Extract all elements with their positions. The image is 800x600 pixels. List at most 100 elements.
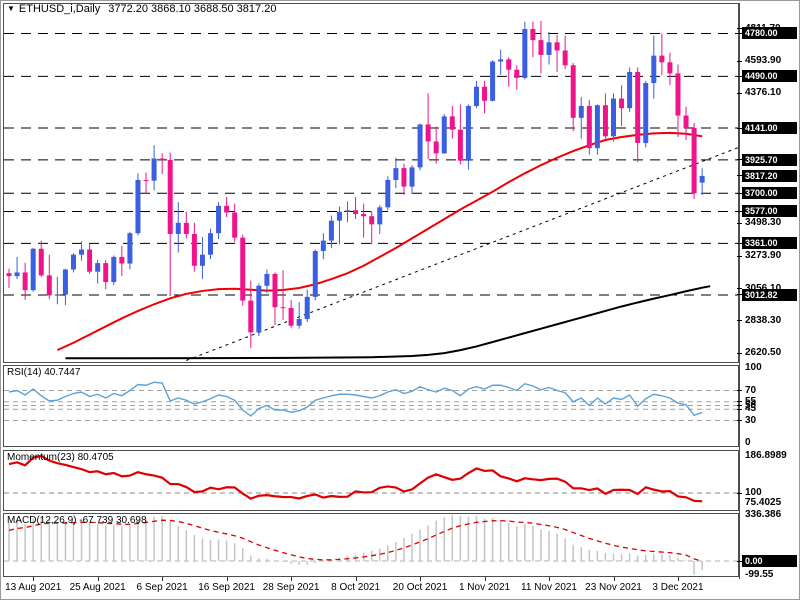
candle-body-up [441,116,447,154]
price-level-label: 3577.00 [742,205,797,218]
price-axis-line [739,3,740,579]
candle-body-down [401,168,407,187]
price-axis-tick-mark [737,242,742,244]
time-axis[interactable]: 13 Aug 2021 25 Aug 2021 6 Sep 2021 16 Sep 2… [1,579,739,599]
candle-body-down [425,124,431,142]
fast-moving-average-line [56,131,703,352]
candle-body-down [167,159,173,234]
price-level-label: 4780.00 [742,27,797,40]
rsi-axis-label: 0 [745,437,751,448]
candle-body-up [651,55,657,84]
candle-body-down [538,40,544,55]
time-axis-date-label: 6 Sep 2021 [136,582,188,593]
price-level-label: 3700.00 [742,187,797,200]
candle-body-up [699,175,705,183]
candle-body-down [586,105,592,149]
price-axis-tick-mark [737,390,742,391]
candle-body-up [498,59,504,62]
candle-body-down [143,179,149,181]
candle-body-down [506,59,512,70]
price-axis-tick-mark [737,32,742,34]
price-axis-tick-mark [737,210,742,212]
momentum-pane[interactable] [3,450,739,511]
candle-body-up [62,269,68,295]
price-axis-tick-label: 3273.90 [745,250,782,262]
current-price-label: 3817.20 [742,169,797,182]
macd-pane[interactable] [3,513,739,577]
candle-body-down [433,141,439,154]
rsi-line [8,381,703,417]
candle-body-up [175,222,181,234]
candle-body-up [135,179,141,234]
candle-body-up [54,294,60,296]
price-axis-tick-mark [737,28,742,30]
time-axis-tick-mark [226,577,228,581]
candle-body-up [312,250,318,297]
candle-body-down [288,307,294,326]
price-axis-tick-mark [737,60,742,62]
candle-body-down [353,210,359,214]
main-price-pane[interactable] [3,3,739,363]
time-axis-tick-mark [33,577,35,581]
price-axis-tick-mark [737,159,742,161]
candle-body-down [602,105,608,137]
candle-body-up [643,83,649,143]
rsi-axis-label: 100 [745,362,762,373]
time-axis-tick-mark [484,577,486,581]
candle-body-down [280,307,286,309]
price-axis-tick-mark [737,352,742,354]
candle-body-up [328,220,334,241]
candle-body-down [514,69,520,78]
time-axis-date-label: 8 Oct 2021 [331,582,381,593]
price-axis-tick-label: 3498.30 [745,217,782,229]
candle-body-down [103,263,109,283]
candle-body-up [385,179,391,208]
candle-body-down [691,128,697,194]
momentum-axis-label: 75.4025 [745,497,782,509]
candle-body-up [199,254,205,266]
candle-body-down [22,272,28,291]
candle-body-up [151,158,157,181]
price-axis[interactable]: 4811.704593.904376.103498.303273.903056.… [741,1,799,580]
candle-body-up [627,71,633,109]
time-axis-tick-mark [162,577,164,581]
price-level-label: 3361.00 [742,237,797,250]
macd-axis-label: 0.00 [742,555,797,567]
candle-body-down [530,29,536,41]
candle-body-up [578,105,584,118]
price-axis-tick-mark [737,420,742,421]
candle-body-down [562,50,568,66]
rsi-pane[interactable] [3,365,739,447]
macd-label: MACD(12,26,9) -67.739 30.698 [7,515,147,526]
symbol-timeframe-label: ETHUSD_i,Daily [18,3,101,15]
ohlc-readout: 3772.20 3868.10 3688.50 3817.20 [108,3,277,15]
candle-body-up [256,285,262,333]
candle-body-down [675,73,681,116]
price-axis-tick-label: 4593.90 [745,55,782,66]
candle-body-up [127,233,133,264]
candle-body-up [304,296,310,320]
time-axis-tick-mark [355,577,357,581]
price-axis-tick-mark [737,175,742,177]
price-axis-tick-mark [737,255,742,257]
candle-body-down [667,62,673,74]
symbol-collapse-marker-icon[interactable]: ▼ [7,4,15,13]
time-axis-tick-mark [97,577,99,581]
price-axis-tick-mark [737,92,742,94]
time-axis-tick-mark [549,577,551,581]
chart-title-bar: ▼ ETHUSD_i,Daily 3772.20 3868.10 3688.50 3… [7,3,276,15]
candle-body-down [46,275,52,296]
candle-body-down [554,42,560,51]
rsi-axis-label: 30 [745,414,757,426]
candle-body-up [111,256,117,283]
candle-body-up [490,61,496,101]
macd-axis-label: 336.386 [745,508,782,520]
slow-moving-average-line [65,285,711,360]
candle-body-down [240,237,246,301]
candle-body-up [30,248,36,291]
price-axis-tick-label: 2620.50 [745,347,782,358]
candle-body-up [377,207,383,225]
candle-body-up [264,273,270,286]
